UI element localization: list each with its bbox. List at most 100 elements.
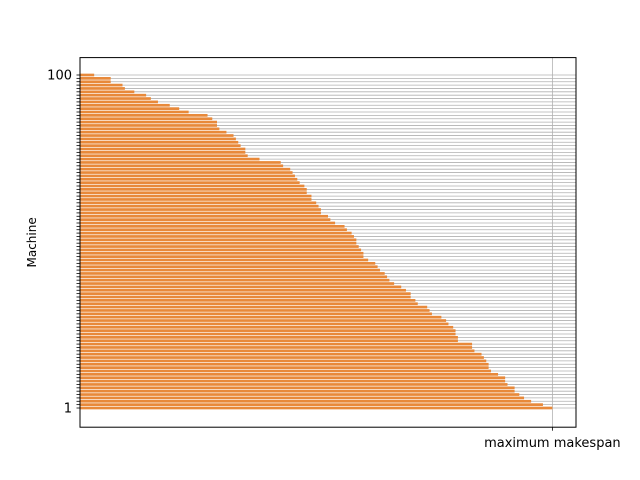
bar-machine-16 [80,356,484,359]
bar-machine-1 [80,406,553,410]
bar-machine-56 [80,221,336,225]
bar-machine-41 [80,272,385,275]
bar-machine-8 [80,383,508,386]
bar-machine-98 [80,80,111,84]
bar-machine-28 [80,315,442,319]
bar-machine-83 [80,130,227,134]
bar-machine-45 [80,258,369,262]
bar-machine-86 [80,120,217,124]
bar-machine-91 [80,103,170,107]
y-tick-label-1: 1 [64,402,72,417]
bar-machine-39 [80,278,390,282]
bar-machine-62 [80,201,317,205]
bar-machine-18 [80,349,475,353]
bar-machine-71 [80,171,293,174]
bar-machine-48 [80,248,362,252]
bar-machine-82 [80,134,234,137]
bar-machine-100 [80,73,95,77]
bar-machine-13 [80,366,489,369]
bar-machine-34 [80,295,411,299]
bar-machine-73 [80,164,284,168]
bar-machine-84 [80,127,220,131]
bar-machine-23 [80,332,456,336]
bar-machine-21 [80,339,458,343]
bar-machine-60 [80,208,321,211]
bar-machine-49 [80,245,359,248]
bar-machine-94 [80,93,147,97]
bar-machine-79 [80,144,241,147]
bar-machine-40 [80,275,388,279]
bar-machine-99 [80,77,111,80]
y-tick-label-100: 100 [47,69,72,84]
bar-machine-30 [80,309,430,312]
bar-machine-26 [80,322,449,326]
bar-machine-46 [80,255,364,258]
bar-machine-80 [80,140,239,144]
bar-machine-68 [80,181,300,184]
bar-machine-29 [80,312,432,316]
bar-machine-59 [80,211,321,215]
bar-machine-54 [80,228,347,232]
bar-machine-19 [80,346,473,349]
bar-machine-78 [80,147,246,151]
bar-machine-42 [80,268,380,272]
bar-machine-81 [80,137,236,141]
y-axis-label: Machine [25,217,39,267]
bar-machine-33 [80,299,416,302]
bar-machine-65 [80,191,307,195]
bar-machine-11 [80,373,499,376]
y-axis-ticks: 1 100 [47,69,80,417]
bar-machine-32 [80,302,418,306]
bar-machine-63 [80,198,312,201]
x-tick-label: maximum makespan [484,436,621,451]
bar-machine-87 [80,117,213,121]
bar-machine-35 [80,292,411,295]
bar-machine-27 [80,319,447,322]
bar-machine-92 [80,100,158,104]
bar-machine-75 [80,157,260,161]
bar-machine-9 [80,379,506,383]
bar-machine-12 [80,369,491,373]
bar-machine-47 [80,251,364,255]
bar-machine-6 [80,389,515,393]
bar-machine-25 [80,325,454,329]
bar-machine-43 [80,265,378,269]
bar-machine-50 [80,241,357,245]
bar-machine-69 [80,177,298,181]
bar-machine-66 [80,188,307,191]
bar-machine-85 [80,124,217,127]
plot-area [80,57,576,428]
bar-machine-55 [80,225,345,228]
bar-machine-24 [80,329,456,332]
bar-machine-44 [80,262,376,265]
bar-machine-89 [80,110,189,114]
bar-machine-20 [80,342,473,346]
bar-machine-15 [80,359,487,363]
bar-machine-72 [80,167,291,171]
bar-machine-93 [80,97,151,100]
x-axis-ticks: maximum makespan [484,427,621,451]
bar-machine-2 [80,403,543,406]
bar-machine-22 [80,336,458,339]
bar-machine-77 [80,151,246,154]
bar-machine-88 [80,114,208,117]
bar-machine-38 [80,282,395,285]
bar-machine-70 [80,174,295,178]
bar-machine-14 [80,362,489,366]
bar-machine-57 [80,218,331,221]
bar-machine-96 [80,87,125,90]
bar-machine-74 [80,161,281,164]
bar-machine-31 [80,305,428,309]
bar-machine-58 [80,214,328,218]
bar-machine-17 [80,352,482,356]
bar-machine-67 [80,184,305,188]
bar-machine-36 [80,288,406,292]
bar-machine-53 [80,231,352,235]
bar-machine-51 [80,238,357,242]
bar-machine-97 [80,83,123,87]
axes-frame [79,57,577,428]
bar-machine-64 [80,194,312,198]
bar-machine-61 [80,204,319,208]
bar-machine-3 [80,399,532,403]
